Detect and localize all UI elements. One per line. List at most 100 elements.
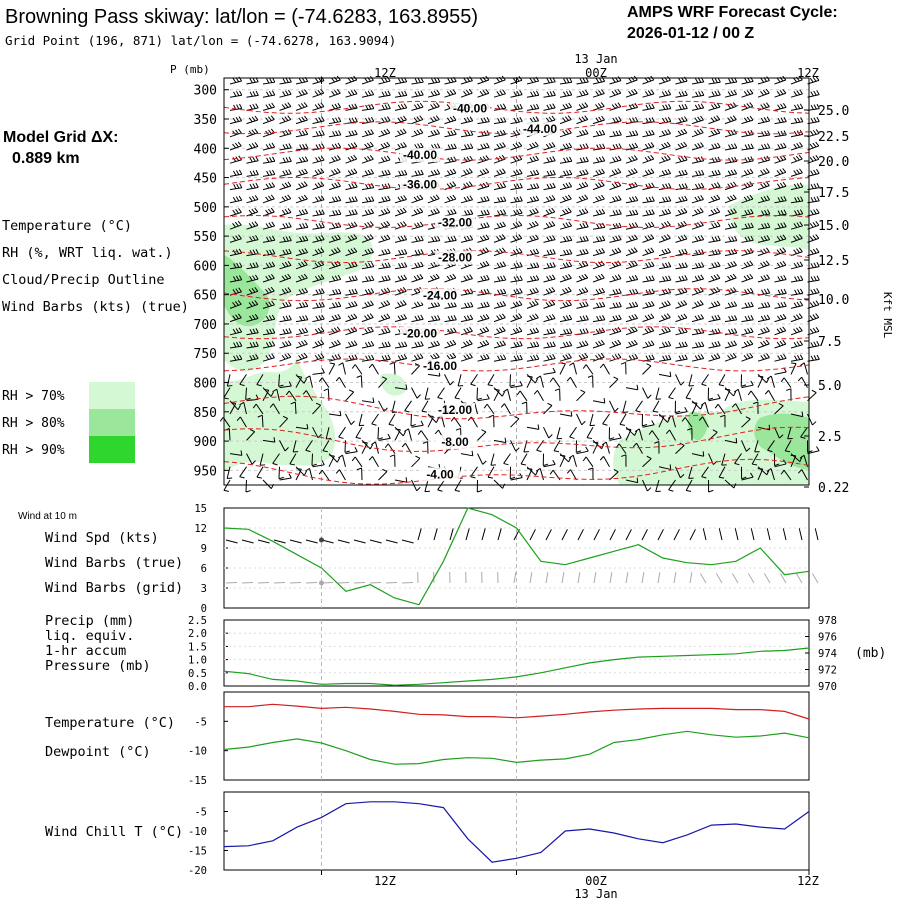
wind-barb-flag [534, 378, 539, 384]
wind-barb-flag [699, 207, 704, 213]
wind-barb-flag [763, 235, 768, 241]
wind-barb-flag [780, 469, 785, 475]
wind-barb-flag [549, 103, 553, 109]
wind-barb-flag [284, 129, 289, 135]
wind-barb-flag [252, 77, 256, 83]
wind-barb [345, 200, 358, 204]
wind-panel-label-2: Wind Barbs (true) [45, 555, 183, 571]
wind-barb-flag [301, 209, 306, 215]
wind-barb-flag [282, 91, 286, 97]
wind-barb-flag [767, 301, 771, 307]
wind-barb-flag [416, 208, 421, 214]
wind-barb-flag [777, 276, 781, 282]
wind-barb [539, 468, 544, 481]
wind-barb [411, 318, 424, 323]
wind-barb-flag [780, 275, 784, 281]
wind-barb [278, 466, 280, 479]
wind-barb-flag [664, 248, 669, 254]
wind-barb [338, 377, 346, 388]
wind-barb [470, 466, 478, 477]
wind-barb-flag [797, 117, 801, 123]
wind-barb-flag [400, 235, 405, 241]
dewpoint-line [223, 730, 810, 765]
wind-barb-flag [434, 429, 439, 435]
wind-barb-flag [416, 195, 421, 201]
wind-barb [622, 400, 627, 413]
wind-barb-flag [410, 424, 416, 427]
wind-barb-flag [776, 236, 781, 241]
wind-barb-flag [366, 142, 371, 148]
wind-barb-flag [364, 302, 369, 307]
wind-barb-flag [812, 222, 817, 227]
wind-barb-flag [727, 209, 732, 215]
wind-barb [790, 186, 803, 191]
wind-barb-flag [480, 223, 484, 229]
wind-barb-flag [334, 340, 338, 346]
wind-barb [229, 159, 242, 164]
wind-barb-flag [483, 143, 487, 149]
wind-barb-flag [249, 276, 253, 281]
wind-barb-flag [794, 197, 798, 203]
wind-barb-flag [799, 142, 803, 147]
wind-barb-flag [430, 262, 435, 268]
wind-barb-flag [351, 117, 355, 123]
wind-barb-flag [353, 247, 358, 253]
wind-barb-flag [758, 375, 764, 378]
wind-barb [774, 121, 787, 125]
wind-barb-flag [564, 116, 569, 121]
wind-barb-flag [651, 129, 655, 135]
wind-barb-flag [675, 410, 681, 414]
wind-barb-flag [746, 248, 751, 254]
wind-barb-flag [634, 195, 639, 201]
wind-barb-flag [599, 315, 603, 321]
wind-barb-flag [566, 157, 570, 163]
wind-barb-flag [301, 90, 305, 95]
wind-barb-flag [466, 196, 471, 201]
wind-barb-flag [650, 89, 655, 95]
wind-barb-flag [596, 302, 600, 308]
wind-barb [295, 119, 308, 125]
wind-barb-flag [503, 117, 507, 123]
wind-barb-flag [595, 275, 600, 281]
wind-barb-flag [238, 287, 242, 293]
wind-barb-flag [700, 274, 705, 280]
wind-barb-flag [334, 235, 339, 241]
wind-barb-flag [255, 262, 259, 268]
wind-barb-flag [647, 248, 652, 253]
wind-barb-flag [764, 390, 769, 395]
wind-barb-flag [288, 301, 292, 306]
wind-barb-flag [717, 328, 721, 334]
wind-barb-flag [749, 89, 754, 94]
wind-barb [790, 363, 797, 375]
wind-barb [724, 356, 737, 362]
wind-barb-flag [667, 129, 671, 134]
wind-barb-flag [761, 302, 765, 308]
wind-barb [421, 400, 429, 412]
wind-barb-flag [793, 170, 798, 175]
wind-barb-flag [470, 383, 476, 387]
wind-barb-flag [304, 327, 309, 333]
wind-barb-flag [728, 78, 732, 84]
wind-barb-flag [449, 169, 454, 175]
wind-barb [790, 121, 803, 125]
temp-panel-ytick-label: -10 [188, 746, 207, 758]
wind-barb-flag [680, 381, 685, 386]
wind-barb-flag [681, 196, 685, 202]
wind-barb-flag [469, 116, 474, 122]
wind-barb [477, 92, 489, 98]
wind-barb-flag [271, 341, 276, 346]
wind-barb-flag [336, 247, 341, 252]
wind-barb-flag [701, 262, 705, 268]
wind-barb [642, 365, 652, 375]
wind-barb-flag [617, 195, 622, 201]
wind-barb-flag [598, 116, 603, 122]
wind-barb [288, 390, 297, 402]
wind-barb-flag [711, 262, 715, 268]
wind-barb [427, 106, 440, 111]
wind-barb [328, 92, 341, 98]
wind-barb-flag [298, 78, 303, 83]
wind-barb-flag [731, 236, 735, 242]
wind-barb-flag [337, 142, 342, 148]
wind-barb-flag [681, 417, 686, 422]
contour-label-background [435, 215, 475, 230]
